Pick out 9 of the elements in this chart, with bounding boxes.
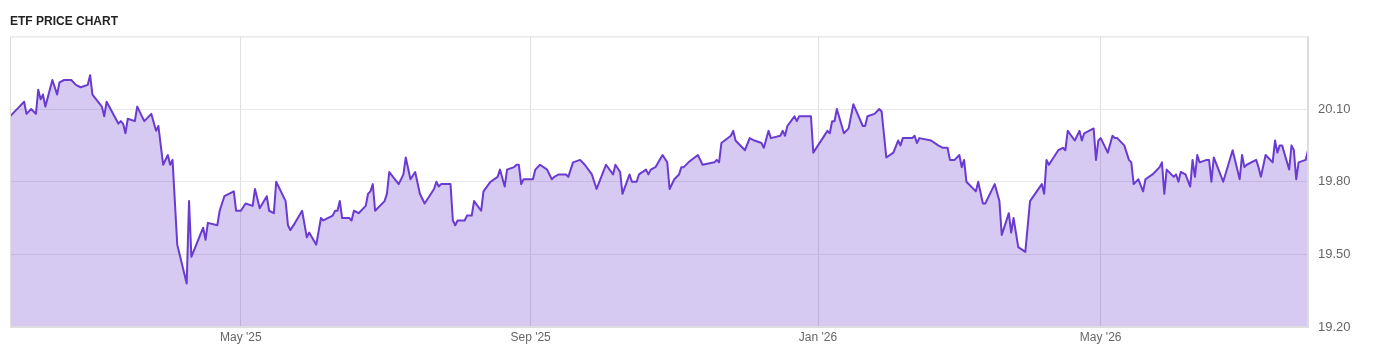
x-tick-label: Sep '25 [510, 329, 552, 344]
x-tick-label: May '25 [220, 329, 262, 344]
x-tick-label: Jan '26 [798, 329, 838, 344]
y-tick-label: 19.50 [1318, 245, 1351, 261]
y-tick-label: 19.80 [1318, 173, 1351, 189]
chart-title: ETF PRICE CHART [10, 13, 119, 28]
y-tick-label: 19.20 [1318, 318, 1351, 334]
x-tick-label: May '26 [1079, 329, 1122, 344]
y-tick-label: 20.10 [1318, 100, 1351, 116]
